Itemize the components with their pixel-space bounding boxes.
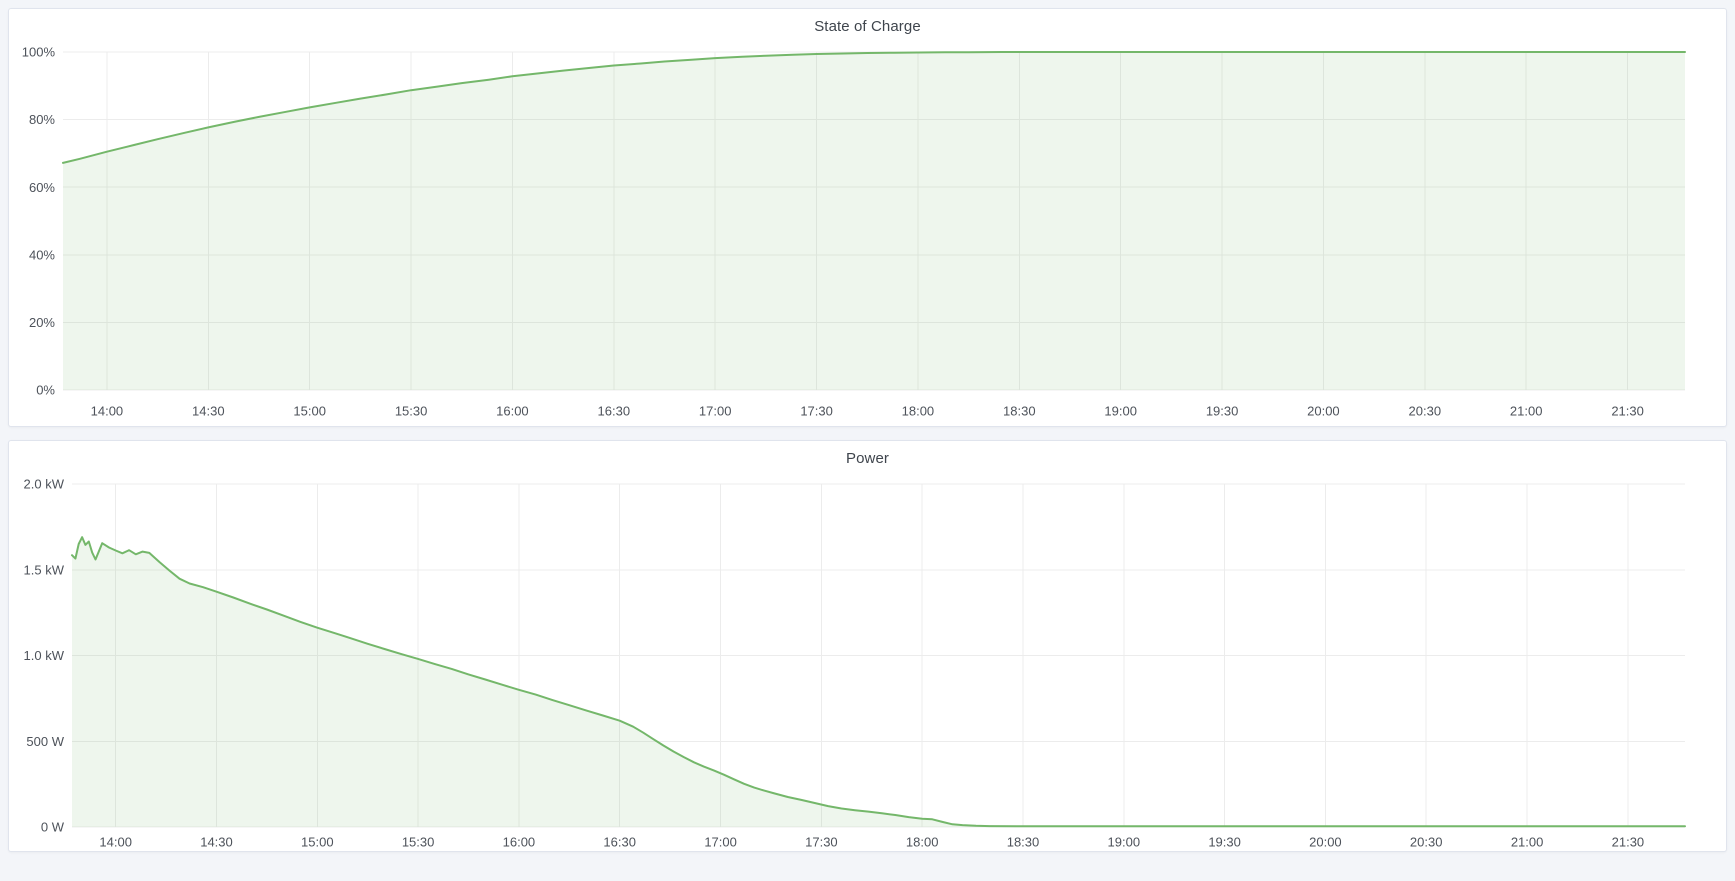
panel-title-power[interactable]: Power — [845, 450, 890, 467]
series-line — [71, 536, 1686, 828]
svg-text:17:00: 17:00 — [699, 404, 732, 419]
svg-text:18:30: 18:30 — [1007, 835, 1040, 850]
svg-text:18:30: 18:30 — [1003, 404, 1036, 419]
svg-text:2.0 kW: 2.0 kW — [24, 477, 65, 492]
svg-text:18:00: 18:00 — [902, 404, 935, 419]
svg-text:21:30: 21:30 — [1612, 835, 1645, 850]
svg-text:16:30: 16:30 — [598, 404, 631, 419]
svg-text:21:30: 21:30 — [1611, 404, 1644, 419]
grid — [72, 483, 1685, 828]
svg-text:19:00: 19:00 — [1108, 835, 1141, 850]
series-area — [63, 52, 1685, 390]
svg-text:14:00: 14:00 — [91, 404, 124, 419]
power-chart[interactable]: 14:00 14:30 15:00 15:30 16:00 16:30 17:00 17:30… — [9, 441, 1726, 851]
svg-text:0 W: 0 W — [41, 820, 65, 835]
svg-text:20:30: 20:30 — [1409, 404, 1442, 419]
svg-text:19:30: 19:30 — [1206, 404, 1239, 419]
dashboard: State of Charge 14:00 14:30 15:00 15:30 16:0… — [0, 8, 1735, 881]
panel-title-state-of-charge[interactable]: State of Charge — [814, 18, 921, 35]
y-axis-labels: 0 W 500 W 1.0 kW 1.5 kW 2.0 kW — [24, 477, 65, 835]
svg-text:20:30: 20:30 — [1410, 835, 1443, 850]
svg-text:80%: 80% — [29, 112, 55, 127]
svg-text:20:00: 20:00 — [1309, 835, 1342, 850]
series-area — [72, 537, 1685, 827]
svg-text:14:30: 14:30 — [192, 404, 225, 419]
svg-text:21:00: 21:00 — [1510, 404, 1543, 419]
svg-text:17:30: 17:30 — [800, 404, 833, 419]
svg-text:15:30: 15:30 — [402, 835, 435, 850]
svg-text:17:00: 17:00 — [704, 835, 737, 850]
svg-text:15:00: 15:00 — [301, 835, 334, 850]
svg-text:19:30: 19:30 — [1208, 835, 1241, 850]
svg-text:14:30: 14:30 — [200, 835, 233, 850]
svg-text:18:00: 18:00 — [906, 835, 939, 850]
svg-text:19:00: 19:00 — [1104, 404, 1137, 419]
svg-text:40%: 40% — [29, 247, 55, 262]
svg-text:0%: 0% — [36, 383, 55, 398]
svg-text:16:30: 16:30 — [603, 835, 636, 850]
svg-text:20:00: 20:00 — [1307, 404, 1340, 419]
svg-text:20%: 20% — [29, 315, 55, 330]
svg-text:17:30: 17:30 — [805, 835, 838, 850]
panel-power: Power 14:00 14:30 15:00 15:30 16:00 16:30 17:0… — [8, 440, 1727, 852]
svg-text:100%: 100% — [22, 45, 56, 60]
svg-text:1.0 kW: 1.0 kW — [24, 648, 65, 663]
x-axis-labels: 14:00 14:30 15:00 15:30 16:00 16:30 17:00 17:30… — [91, 404, 1644, 419]
svg-text:1.5 kW: 1.5 kW — [24, 562, 65, 577]
x-axis-labels: 14:00 14:30 15:00 15:30 16:00 16:30 17:00 17:30… — [99, 835, 1644, 850]
state-of-charge-chart[interactable]: 14:00 14:30 15:00 15:30 16:00 16:30 17:00 17:30… — [9, 9, 1726, 426]
svg-text:14:00: 14:00 — [99, 835, 132, 850]
svg-text:60%: 60% — [29, 180, 55, 195]
series-line — [62, 51, 1686, 164]
svg-text:15:00: 15:00 — [293, 404, 326, 419]
svg-text:500 W: 500 W — [26, 734, 64, 749]
panel-state-of-charge: State of Charge 14:00 14:30 15:00 15:30 16:0… — [8, 8, 1727, 427]
svg-text:16:00: 16:00 — [503, 835, 536, 850]
y-axis-labels: 0% 20% 40% 60% 80% 100% — [22, 45, 56, 398]
svg-text:15:30: 15:30 — [395, 404, 428, 419]
svg-text:16:00: 16:00 — [496, 404, 529, 419]
svg-text:21:00: 21:00 — [1511, 835, 1544, 850]
